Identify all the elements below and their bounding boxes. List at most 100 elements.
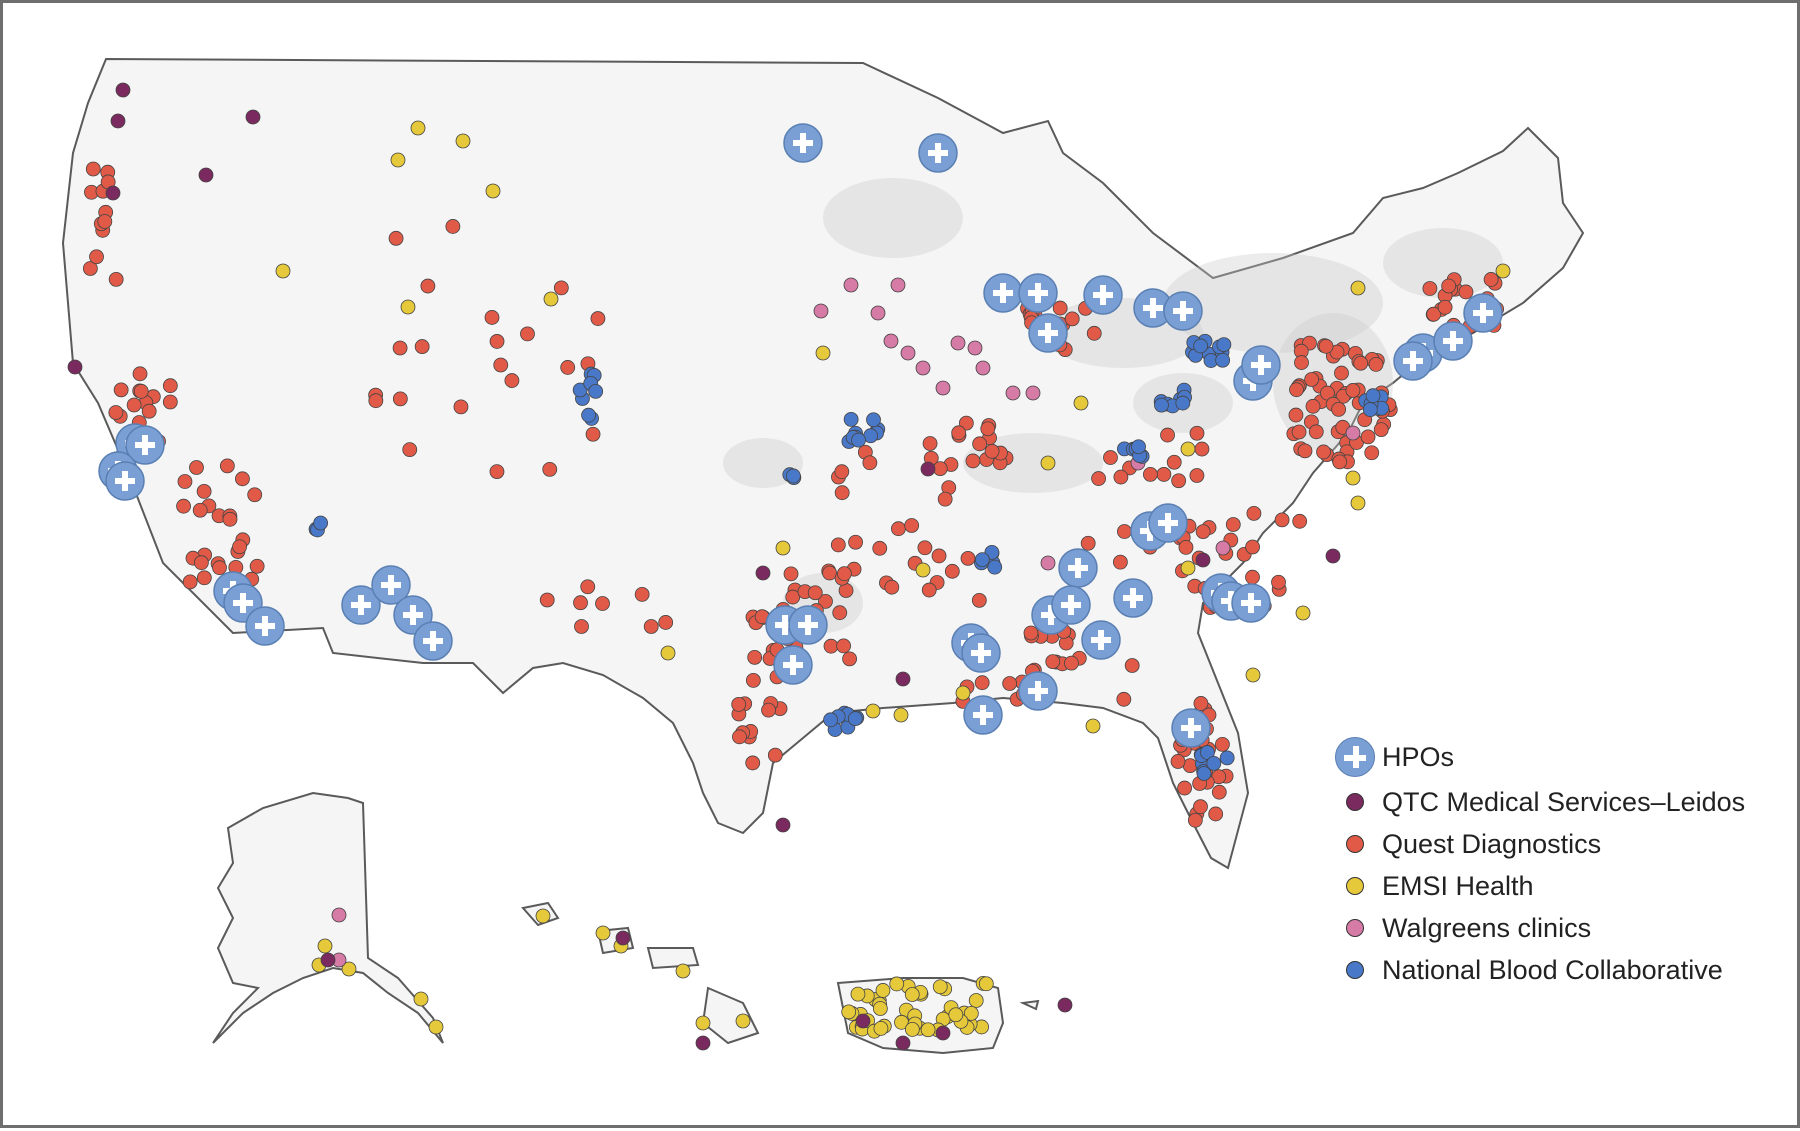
quest-site <box>904 518 920 533</box>
quest-site <box>189 460 204 475</box>
emsi-site <box>978 976 994 992</box>
qtc-site <box>198 167 214 183</box>
qtc-site <box>245 109 261 125</box>
qtc-dot-icon <box>1346 793 1364 811</box>
quest-site <box>891 521 906 537</box>
quest-site <box>974 675 990 691</box>
quest-site <box>1292 513 1308 529</box>
quest-site <box>504 373 520 388</box>
quest-site <box>1289 382 1304 398</box>
quest-site <box>108 271 124 287</box>
quest-site <box>590 311 606 326</box>
quest-site <box>1422 281 1438 296</box>
qtc-site <box>855 1013 871 1029</box>
legend-label-emsi: EMSI Health <box>1382 870 1534 901</box>
quest-site <box>1458 284 1474 300</box>
quest-site <box>822 565 837 581</box>
legend-item-quest: Quest Diagnostics <box>1328 823 1745 865</box>
quest-site <box>141 403 157 419</box>
quest-site <box>212 560 227 576</box>
walgreens-site <box>870 305 886 321</box>
walgreens-site <box>950 335 966 351</box>
quest-site <box>489 334 505 349</box>
nbc-site <box>1206 755 1222 771</box>
nbc-site <box>974 552 990 568</box>
emsi-site <box>1345 470 1361 486</box>
nbc-site <box>866 412 881 428</box>
walgreens-site <box>883 333 899 349</box>
emsi-site <box>1245 667 1261 683</box>
quest-site <box>392 340 408 356</box>
quest-site <box>643 619 659 634</box>
nbc-site <box>1365 388 1381 404</box>
emsi-site <box>963 1005 979 1021</box>
quest-site <box>539 592 555 608</box>
quest-site <box>1193 696 1209 711</box>
quest-site <box>834 485 850 501</box>
qtc-site <box>895 671 911 687</box>
quest-site <box>85 161 101 177</box>
hpo-marker <box>1171 708 1211 748</box>
quest-site <box>1195 524 1211 540</box>
quest-site <box>931 548 947 564</box>
quest-site <box>1334 365 1349 381</box>
quest-site <box>1045 654 1061 670</box>
quest-site <box>192 502 208 518</box>
quest-site <box>834 464 850 480</box>
quest-site <box>553 280 569 296</box>
urban-area <box>823 178 963 258</box>
quest-site <box>921 582 937 598</box>
quest-site <box>1023 625 1039 641</box>
quest-site <box>1353 355 1369 371</box>
quest-site <box>884 579 900 595</box>
hpo-marker <box>1463 293 1503 333</box>
quest-site <box>113 382 129 398</box>
quest-site <box>1166 454 1182 470</box>
quest-site <box>445 219 461 234</box>
hpo-marker <box>1241 345 1281 385</box>
quest-site <box>520 326 535 342</box>
nbc-site <box>1200 745 1215 760</box>
qtc-site <box>935 1025 951 1041</box>
nbc-site <box>1219 750 1235 766</box>
quest-site <box>108 405 124 420</box>
quest-site <box>1156 467 1172 482</box>
quest-site <box>388 230 404 246</box>
hpo-marker <box>1393 341 1433 381</box>
quest-site <box>1171 473 1187 489</box>
quest-site <box>1112 554 1128 570</box>
emsi-site <box>932 979 948 995</box>
quest-site <box>368 393 384 409</box>
quest-site <box>1117 524 1132 539</box>
quest-site <box>1091 471 1106 486</box>
qtc-site <box>895 1035 911 1051</box>
legend-item-qtc: QTC Medical Services–Leidos <box>1328 781 1745 823</box>
quest-site <box>1002 676 1018 691</box>
emsi-site <box>455 133 471 149</box>
qtc-site <box>695 1035 711 1051</box>
quest-site <box>1193 799 1208 815</box>
quest-site <box>842 651 857 667</box>
quest-site <box>634 587 650 602</box>
emsi-site <box>915 562 931 578</box>
quest-site <box>731 696 747 712</box>
quest-site <box>747 649 763 665</box>
quest-site <box>182 574 198 590</box>
hpo-marker <box>1058 548 1098 588</box>
quest-site <box>732 729 747 745</box>
nbc-site <box>1193 338 1209 354</box>
qtc-site <box>110 113 126 129</box>
nbc-site <box>1154 397 1169 413</box>
quest-site <box>872 540 888 556</box>
quest-site <box>97 214 113 229</box>
emsi-site <box>865 703 881 719</box>
quest-site <box>573 595 588 611</box>
quest-site <box>745 673 761 688</box>
legend-label-nbc: National Blood Collaborative <box>1382 954 1723 985</box>
quest-site <box>1245 539 1260 555</box>
quest-site <box>1177 780 1192 796</box>
quest-site <box>836 638 851 654</box>
emsi-site <box>889 976 905 992</box>
hpo-marker <box>371 565 411 605</box>
qtc-site <box>1325 548 1341 564</box>
